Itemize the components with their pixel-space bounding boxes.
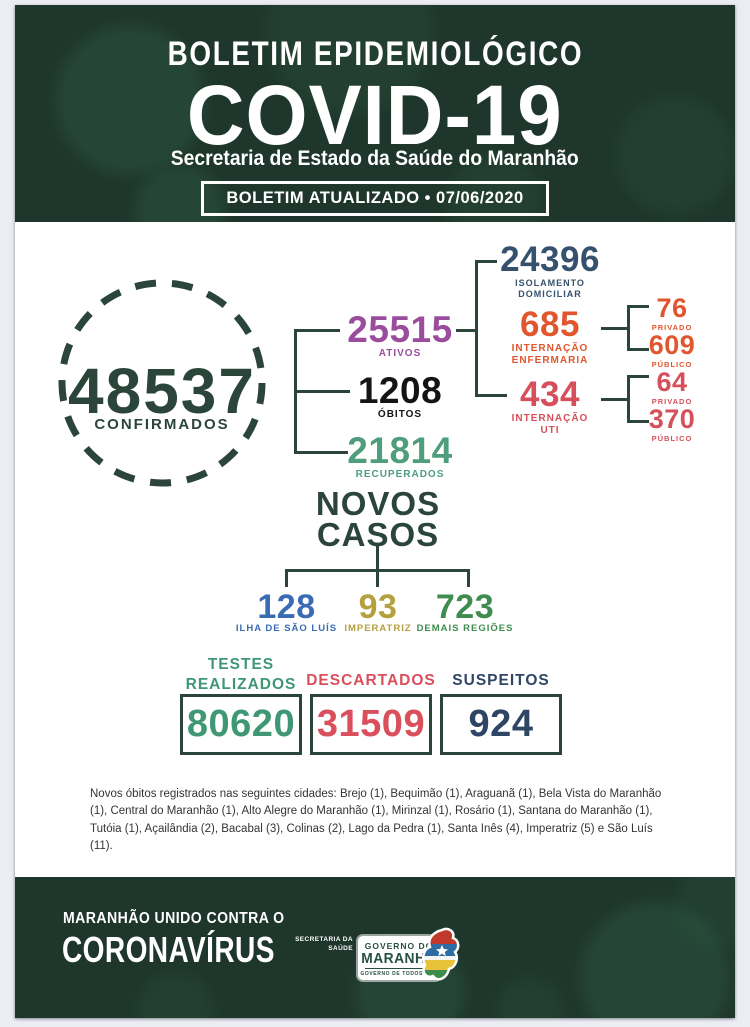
connector-line (294, 390, 350, 393)
suspeitos-box: 924 (440, 694, 562, 755)
footer-slogan-line1: MARANHÃO UNIDO CONTRA O (63, 910, 285, 927)
connector-line (601, 398, 629, 401)
demais-value: 723 (435, 588, 495, 626)
imperatriz-value: 93 (358, 588, 398, 626)
governo-divider (365, 968, 433, 969)
covid-title: COVID-19 (187, 68, 563, 162)
uti-label: INTERNAÇÃO UTI (511, 413, 589, 436)
connector-line (601, 327, 629, 330)
connector-line (467, 569, 470, 587)
virus-icon (55, 25, 205, 175)
recuperados-value: 21814 (347, 430, 453, 471)
connector-line (475, 260, 497, 263)
enfermaria-publico-value: 609 (648, 330, 696, 360)
obitos-value: 1208 (357, 370, 443, 411)
ativos-label: ATIVOS (378, 348, 422, 359)
obitos-label: ÓBITOS (377, 409, 423, 420)
connector-line (376, 569, 379, 587)
confirmed-label: CONFIRMADOS (94, 416, 230, 433)
connector-line (627, 375, 649, 378)
ilha-value: 128 (257, 588, 316, 626)
updated-badge: BOLETIM ATUALIZADO • 07/06/2020 (201, 181, 549, 216)
confirmed-value: 48537 (68, 355, 256, 427)
virus-icon (615, 95, 735, 215)
connector-line (294, 329, 340, 332)
maranhao-map-icon (422, 927, 460, 981)
uti-publico-label: PÚBLICO (651, 434, 693, 443)
governo-maranhao-logo: GOVERNO DO MARANHÃO GOVERNO DE TODOS NÓS (358, 927, 462, 989)
connector-line (285, 569, 288, 587)
descartados-label: DESCARTADOS (306, 672, 436, 689)
uti-value: 434 (520, 375, 580, 414)
descartados-value: 31509 (316, 703, 426, 745)
governo-line1: GOVERNO DO (364, 941, 434, 951)
ilha-label: ILHA DE SÃO LUÍS (235, 623, 338, 634)
virus-icon (580, 902, 730, 1018)
dashed-circle-icon (58, 279, 266, 487)
bulletin-title: BOLETIM EPIDEMIOLÓGICO (167, 35, 583, 73)
enfermaria-value: 685 (520, 305, 580, 344)
connector-line (627, 305, 649, 308)
enfermaria-privado-value: 76 (656, 293, 688, 323)
uti-publico-value: 370 (648, 404, 696, 434)
uti-privado-label: PRIVADO (651, 397, 693, 406)
header-subtitle: Secretaria de Estado da Saúde do Maranhã… (170, 147, 579, 170)
isolamento-value: 24396 (500, 240, 600, 279)
testes-value: 80620 (186, 703, 296, 745)
header-band: BOLETIM EPIDEMIOLÓGICO COVID-19 Secretar… (15, 5, 735, 222)
connector-line (627, 376, 630, 423)
testes-box: 80620 (180, 694, 302, 755)
testes-label: TESTES REALIZADOS (185, 656, 297, 694)
virus-icon (495, 977, 565, 1018)
connector-line (475, 261, 478, 397)
enfermaria-label: INTERNAÇÃO ENFERMARIA (511, 343, 589, 366)
updated-badge-row: BOLETIM ATUALIZADO • 07/06/2020 (15, 181, 735, 216)
descartados-box: 31509 (310, 694, 432, 755)
connector-line (627, 420, 649, 423)
imperatriz-label: IMPERATRIZ (344, 623, 412, 634)
suspeitos-value: 924 (468, 703, 534, 745)
connector-line (376, 543, 379, 571)
footer-slogan-line2: CORONAVÍRUS (62, 929, 275, 970)
bulletin-page: BOLETIM EPIDEMIOLÓGICO COVID-19 Secretar… (15, 5, 735, 1018)
ativos-value: 25515 (347, 309, 453, 350)
virus-icon (135, 972, 215, 1018)
connector-line (456, 329, 477, 332)
new-cases-title: NOVOS CASOS (315, 485, 441, 554)
connector-line (627, 306, 630, 351)
uti-privado-value: 64 (656, 367, 688, 397)
governo-line3: GOVERNO DE TODOS NÓS (360, 971, 438, 977)
suspeitos-label: SUSPEITOS (452, 672, 550, 689)
footer-band (15, 877, 735, 1018)
recuperados-label: RECUPERADOS (355, 469, 445, 480)
secretaria-saude-label: SECRETARIA DA SAÚDE (295, 936, 353, 952)
enfermaria-publico-label: PÚBLICO (651, 360, 693, 369)
demais-label: DEMAIS REGIÕES (416, 623, 514, 634)
connector-line (294, 451, 348, 454)
enfermaria-privado-label: PRIVADO (651, 323, 693, 332)
connector-line (627, 348, 649, 351)
isolamento-label: ISOLAMENTO DOMICILIAR (515, 278, 585, 299)
deaths-note: Novos óbitos registrados nas seguintes c… (90, 788, 662, 852)
connector-line (475, 394, 507, 397)
